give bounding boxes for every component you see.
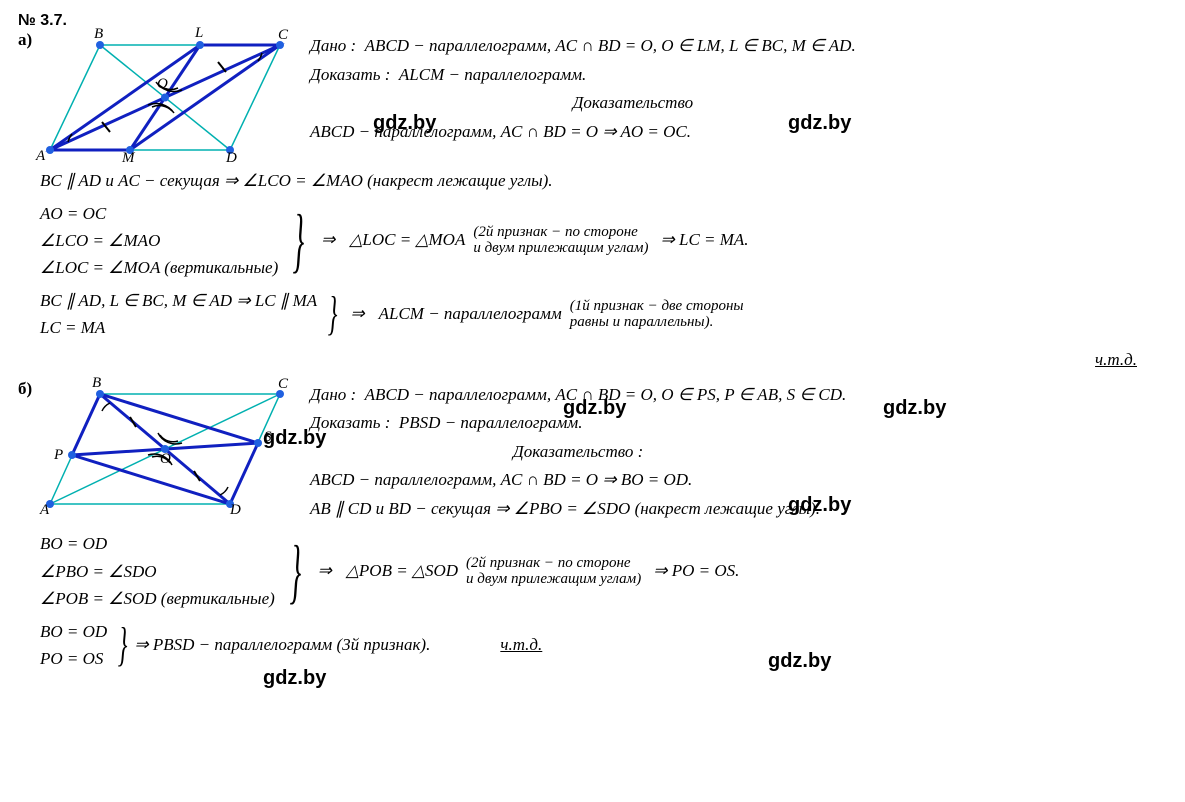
given-text: ABCD − параллелограмм, AC ∩ BD = O, O ∈ …: [365, 36, 856, 55]
fig-b-C: C: [278, 376, 288, 393]
brace-icon: }: [289, 541, 302, 601]
b-system-1: BO = OD ∠PBO = ∠SDO ∠POB = ∠SOD (вертика…: [40, 530, 1167, 612]
part-a: а): [18, 30, 1167, 165]
given-text-b: ABCD − параллелограмм, AC ∩ BD = O, O ∈ …: [365, 385, 847, 404]
fig-a-M: M: [122, 150, 135, 167]
fig-a-O: O: [157, 76, 168, 93]
b-sys1-a: BO = OD: [40, 530, 275, 557]
fig-a-L: L: [195, 25, 203, 42]
fig-b-A: A: [40, 502, 49, 519]
a-line1: ABCD − параллелограмм, AC ∩ BD = O ⇒ AO …: [310, 119, 856, 145]
b-line1: ABCD − параллелограмм, AC ∩ BD = O ⇒ BO …: [310, 467, 846, 493]
b-sys2-b: PO = OS: [40, 645, 107, 672]
b-sys1-res-c: ⇒ PO = OS.: [641, 561, 739, 581]
fig-a-C: C: [278, 27, 288, 44]
figure-a: A B C D L M O: [40, 30, 290, 165]
b-sys1-c: ∠POB = ∠SOD (вертикальные): [40, 585, 275, 612]
b-sys2-a: BO = OD: [40, 618, 107, 645]
proof-label-b: Доказательство :: [310, 439, 846, 465]
document-root: gdz.by gdz.by gdz.by gdz.by gdz.by gdz.b…: [18, 12, 1167, 672]
b-qed: ч.т.д.: [430, 635, 542, 655]
a-sys1-b: ∠LCO = ∠MAO: [40, 227, 278, 254]
part-b-label: б): [18, 379, 40, 399]
part-b-text: Дано : ABCD − параллелограмм, AC ∩ BD = …: [310, 379, 846, 525]
problem-number: № 3.7.: [18, 12, 1167, 30]
prove-label: Доказать :: [310, 65, 390, 84]
fig-b-S: S: [264, 429, 272, 446]
a-sys1-res-a: △LOC = △MOA: [341, 230, 473, 250]
brace-icon: }: [327, 294, 339, 334]
given-label: Дано :: [310, 36, 356, 55]
a-sys2-res-a: ALCM − параллелограмм: [371, 304, 570, 324]
a-sys2-b: LC = MA: [40, 314, 317, 341]
brace-icon: }: [292, 210, 305, 270]
a-sys1-a: AO = OC: [40, 200, 278, 227]
fig-b-O: O: [160, 451, 171, 468]
a-system-2: BC ∥ AD, L ∈ BC, M ∈ AD ⇒ LC ∥ MA LC = M…: [40, 287, 1167, 341]
given-label-b: Дано :: [310, 385, 356, 404]
fig-b-D: D: [230, 502, 241, 519]
fig-a-B: B: [94, 26, 103, 43]
prove-text: ALCM − параллелограмм.: [399, 65, 586, 84]
b-sys2-res: ⇒ PBSD − параллелограмм (3й признак).: [134, 635, 430, 655]
fig-a-D: D: [226, 150, 237, 167]
part-a-text: Дано : ABCD − параллелограмм, AC ∩ BD = …: [310, 30, 856, 147]
part-a-label: а): [18, 30, 40, 50]
proof-label: Доказательство: [410, 90, 856, 116]
b-sys1-b: ∠PBO = ∠SDO: [40, 558, 275, 585]
fig-a-A: A: [36, 148, 45, 165]
brace-icon: }: [117, 625, 129, 665]
a-system-1: AO = OC ∠LCO = ∠MAO ∠LOC = ∠MOA (вертика…: [40, 200, 1167, 282]
figure-b: A B C D P S O: [40, 379, 290, 519]
a-sys1-c: ∠LOC = ∠MOA (вертикальные): [40, 254, 278, 281]
b-sys1-res-a: △POB = △SOD: [338, 561, 466, 581]
a-sys1-res-c: ⇒ LC = MA.: [649, 230, 749, 250]
a-sys2-a: BC ∥ AD, L ∈ BC, M ∈ AD ⇒ LC ∥ MA: [40, 287, 317, 314]
fig-b-P: P: [54, 447, 63, 464]
part-b: б): [18, 379, 1167, 525]
a-line2: BC ∥ AD и AC − секущая ⇒ ∠LCO = ∠MAO (на…: [40, 168, 1167, 194]
fig-b-B: B: [92, 375, 101, 392]
b-system-2: BO = OD PO = OS } ⇒ PBSD − параллелограм…: [40, 618, 1167, 672]
a-qed: ч.т.д.: [1095, 350, 1137, 369]
prove-label-b: Доказать :: [310, 413, 390, 432]
b-line2: AB ∥ CD и BD − секущая ⇒ ∠PBO = ∠SDO (на…: [310, 496, 846, 522]
prove-text-b: PBSD − параллелограмм.: [399, 413, 583, 432]
